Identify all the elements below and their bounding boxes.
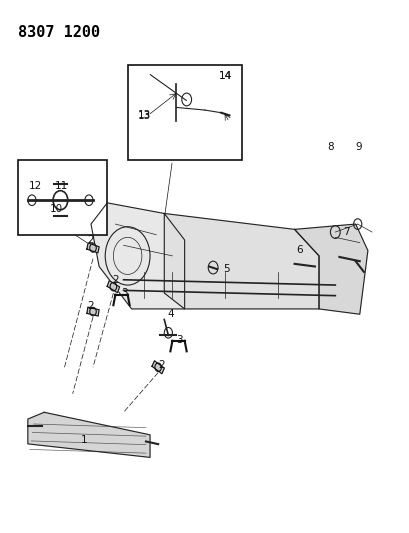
Polygon shape [294, 224, 367, 314]
Polygon shape [87, 243, 99, 253]
Text: 5: 5 [223, 264, 229, 274]
Polygon shape [164, 214, 318, 309]
Polygon shape [91, 203, 184, 309]
Text: 8307 1200: 8307 1200 [18, 25, 99, 41]
Text: 2: 2 [87, 301, 93, 311]
Text: 14: 14 [219, 71, 232, 82]
Polygon shape [87, 307, 99, 316]
Text: 13: 13 [137, 111, 151, 121]
Text: 11: 11 [54, 181, 67, 191]
Text: 2: 2 [112, 276, 119, 286]
Text: 2: 2 [158, 360, 164, 370]
Text: 2: 2 [87, 235, 93, 245]
Text: 8: 8 [326, 142, 333, 152]
Text: 1: 1 [81, 434, 87, 445]
Polygon shape [107, 281, 119, 293]
Bar [127, 65, 241, 160]
Polygon shape [152, 361, 164, 374]
Polygon shape [28, 413, 150, 457]
Text: 13: 13 [137, 110, 151, 120]
Text: 9: 9 [355, 142, 362, 152]
Text: 14: 14 [219, 71, 232, 82]
Text: 4: 4 [167, 309, 173, 319]
Text: 6: 6 [296, 245, 303, 255]
Text: 3: 3 [121, 288, 128, 297]
Text: 12: 12 [29, 181, 42, 191]
Text: 7: 7 [343, 227, 349, 237]
Text: 10: 10 [50, 205, 63, 214]
Bar [18, 160, 107, 235]
Text: 3: 3 [176, 335, 183, 345]
